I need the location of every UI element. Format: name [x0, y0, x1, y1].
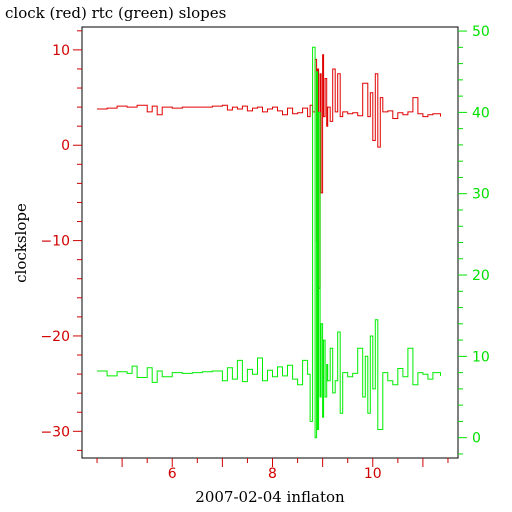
right-tick-label: 20: [472, 268, 490, 284]
bottom-axis-ticks: 6 8 10: [96, 458, 449, 482]
bottom-tick-label: 8: [268, 466, 277, 482]
series-layer: [97, 46, 441, 439]
bottom-tick-label: 6: [168, 466, 177, 482]
right-tick-label: 10: [472, 349, 490, 365]
y-axis-label: clockslope: [12, 203, 30, 283]
right-tick-label: 50: [472, 24, 490, 40]
rtc-series-line: [97, 46, 441, 439]
clock-series-line: [97, 54, 441, 289]
left-tick-label: −20: [40, 329, 70, 345]
x-axis-label: 2007-02-04 inflaton: [195, 488, 345, 506]
right-axis-ticks: 50 40 30 20 10 0: [458, 24, 490, 455]
left-tick-label: −10: [40, 234, 70, 250]
right-tick-label: 30: [472, 187, 490, 203]
plot-frame: [81, 26, 459, 459]
chart-title: clock (red) rtc (green) slopes: [5, 4, 226, 22]
right-tick-label: 40: [472, 105, 490, 121]
left-axis-ticks: 10 0 −10 −20 −30: [40, 30, 82, 451]
bottom-tick-label: 10: [364, 466, 382, 482]
left-tick-label: −30: [40, 424, 70, 440]
right-tick-label: 0: [472, 431, 481, 447]
left-tick-label: 0: [61, 138, 70, 154]
left-tick-label: 10: [52, 43, 70, 59]
